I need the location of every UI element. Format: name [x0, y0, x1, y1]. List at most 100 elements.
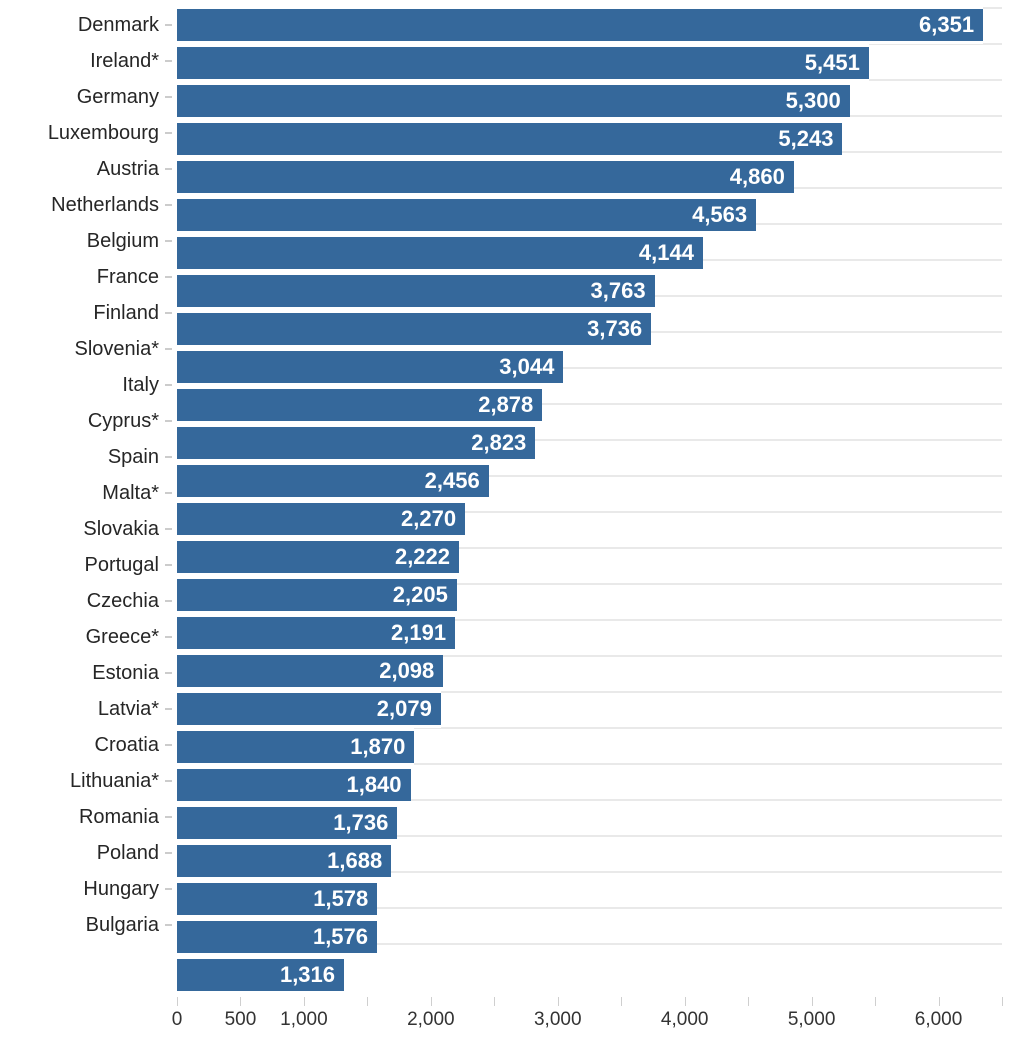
x-axis-tick	[748, 997, 750, 1006]
bar-row: 5,243	[177, 123, 1002, 159]
bar: 4,860	[177, 161, 794, 193]
gridline	[177, 727, 1002, 729]
value-label: 4,563	[692, 202, 748, 227]
category-labels-column: Denmark Ireland* Germany Luxembourg Austria N…	[0, 7, 177, 999]
gridline	[177, 835, 1002, 837]
category-label-row: Hungary	[0, 871, 177, 907]
category-label: Estonia	[92, 661, 159, 684]
category-label-row: Denmark	[0, 7, 177, 43]
category-tick-dash	[165, 348, 172, 350]
value-label: 1,870	[350, 734, 406, 759]
category-tick-dash	[165, 24, 172, 26]
x-axis-tick	[240, 997, 242, 1006]
value-label: 1,736	[333, 810, 389, 835]
category-label-row: Germany	[0, 79, 177, 115]
bar-row: 5,300	[177, 85, 1002, 121]
value-label: 6,351	[919, 12, 975, 37]
x-axis-label: 4,000	[660, 1009, 709, 1030]
gridline	[177, 871, 1002, 873]
category-tick-dash	[165, 240, 172, 242]
category-label-row: Bulgaria	[0, 907, 177, 943]
gridline	[177, 907, 1002, 909]
x-axis-label: 1,000	[280, 1009, 328, 1030]
category-tick-dash	[165, 564, 172, 566]
bar: 3,044	[177, 351, 564, 383]
value-label: 4,144	[638, 240, 694, 265]
bar-row: 2,823	[177, 427, 1002, 463]
bars-layer: 6,351 5,451 5,300 5,243 4,860 4,563 4,144 3,763…	[177, 9, 1002, 995]
category-tick-dash	[165, 60, 172, 62]
bar: 3,736	[177, 313, 652, 345]
category-tick-dash	[165, 276, 172, 278]
bar-row: 2,222	[177, 541, 1002, 577]
x-axis-tick	[494, 997, 496, 1006]
x-axis-tick	[621, 997, 623, 1006]
bar: 1,316	[177, 959, 345, 991]
category-label: Hungary	[83, 877, 159, 900]
bar: 2,098	[177, 655, 444, 687]
category-tick-dash	[165, 204, 172, 206]
category-label: Czechia	[86, 589, 159, 612]
category-label-row: Belgium	[0, 223, 177, 259]
gridline	[177, 367, 1002, 369]
category-tick-dash	[165, 132, 172, 134]
category-label: Cyprus*	[87, 409, 159, 432]
x-axis-tick	[367, 997, 369, 1006]
category-tick-dash	[165, 924, 172, 926]
gridline	[177, 511, 1002, 513]
category-label-row: Cyprus*	[0, 403, 177, 439]
bar-row: 2,205	[177, 579, 1002, 615]
category-label-row: Malta*	[0, 475, 177, 511]
value-label: 2,823	[471, 430, 527, 455]
category-tick-dash	[165, 600, 172, 602]
bar-row: 5,451	[177, 47, 1002, 83]
x-axis-tick	[875, 997, 877, 1006]
category-label-row: Slovenia*	[0, 331, 177, 367]
bar-row: 4,563	[177, 199, 1002, 235]
x-axis-tick	[430, 997, 432, 1006]
bar-row: 1,316	[177, 959, 1002, 995]
x-axis-label: 3,000	[533, 1009, 582, 1030]
category-tick-dash	[165, 672, 172, 674]
bar-row: 4,144	[177, 237, 1002, 273]
category-label: Malta*	[102, 481, 159, 504]
category-tick-dash	[165, 780, 172, 782]
bar-row: 1,576	[177, 921, 1002, 957]
value-label: 3,763	[590, 278, 646, 303]
value-label: 1,316	[279, 962, 336, 987]
value-label: 2,191	[391, 620, 447, 645]
x-axis-label: 2,000	[407, 1009, 455, 1030]
bar: 5,451	[177, 47, 869, 79]
category-label: Bulgaria	[85, 913, 159, 936]
gridline	[177, 547, 1002, 549]
category-label: Greece*	[85, 625, 159, 648]
category-label-row: Greece*	[0, 619, 177, 655]
category-label-row: France	[0, 259, 177, 295]
bar: 4,563	[177, 199, 757, 231]
gridline	[177, 7, 1002, 9]
category-tick-dash	[165, 636, 172, 638]
gridline	[177, 655, 1002, 657]
bar: 3,763	[177, 275, 655, 307]
category-label: Latvia*	[97, 697, 159, 720]
category-label-row: Austria	[0, 151, 177, 187]
value-label: 2,098	[379, 658, 435, 683]
gridline	[177, 583, 1002, 585]
bar: 2,270	[177, 503, 466, 535]
x-axis-label: 500	[224, 1009, 257, 1030]
value-label: 4,860	[729, 164, 785, 189]
category-label-row: Slovakia	[0, 511, 177, 547]
value-label: 1,840	[346, 772, 402, 797]
category-label-row: Italy	[0, 367, 177, 403]
bar-row: 1,578	[177, 883, 1002, 919]
value-label: 2,222	[394, 544, 451, 569]
x-axis-tick	[684, 997, 686, 1006]
horizontal-bar-chart: Denmark Ireland* Germany Luxembourg Austria N…	[0, 7, 1003, 1030]
x-axis-tick	[177, 997, 178, 1006]
bar-row: 1,688	[177, 845, 1002, 881]
category-tick-dash	[165, 852, 172, 854]
category-label: France	[96, 265, 159, 288]
category-label: Croatia	[94, 733, 159, 756]
category-label-row: Latvia*	[0, 691, 177, 727]
category-label: Denmark	[77, 13, 159, 36]
